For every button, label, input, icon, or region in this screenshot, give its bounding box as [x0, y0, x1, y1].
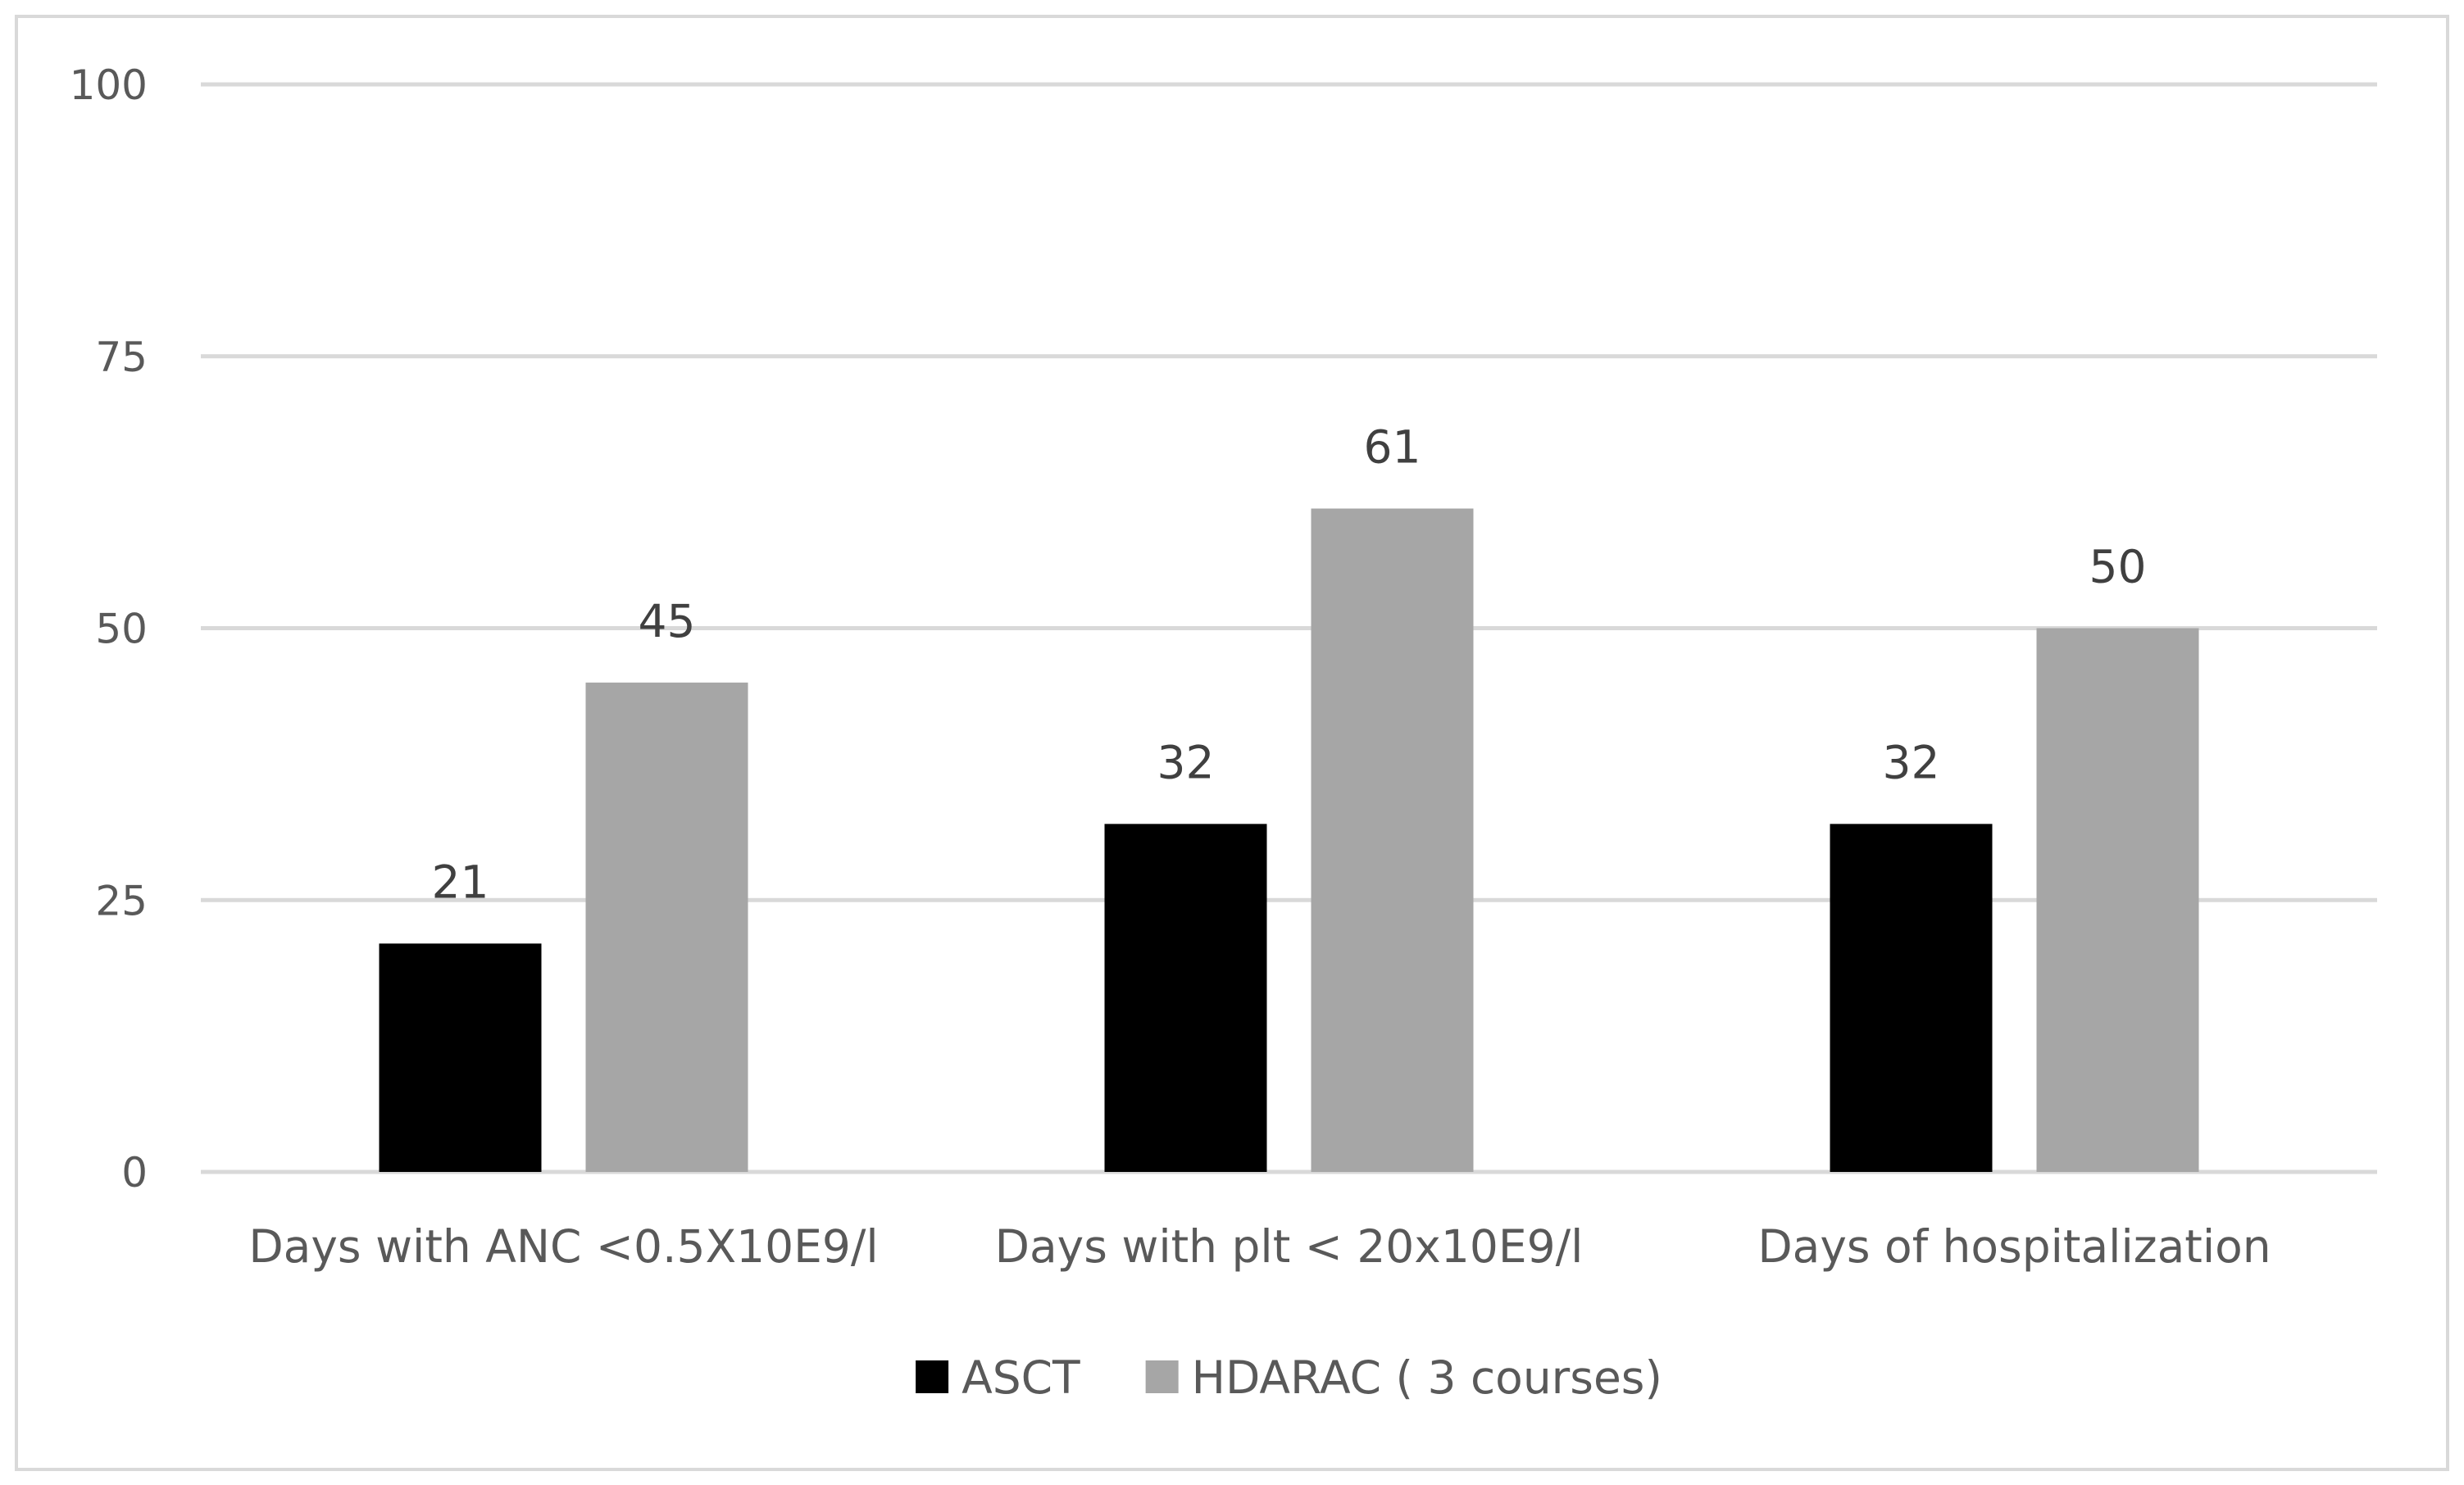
x-category-label: Days with plt < 20x10E9/l	[995, 1220, 1584, 1273]
legend-swatch-asct	[916, 1360, 949, 1393]
bar-hdarac	[1311, 508, 1474, 1172]
bar-asct	[379, 943, 542, 1172]
data-label: 32	[1883, 736, 1940, 788]
bars	[379, 508, 2199, 1172]
x-category-label: Days with ANC <0.5X10E9/l	[248, 1220, 878, 1273]
y-tick-label: 100	[70, 61, 148, 109]
data-labels: 21 45 32 61 32 50	[432, 421, 2147, 909]
bar-hdarac	[2036, 628, 2199, 1172]
gridlines	[201, 82, 2377, 1174]
bar-asct	[1830, 824, 1993, 1172]
data-label: 32	[1157, 736, 1215, 788]
data-label: 21	[432, 856, 489, 908]
y-tick-label: 50	[95, 606, 148, 653]
x-category-label: Days of hospitalization	[1757, 1220, 2271, 1273]
y-tick-label: 0	[121, 1149, 148, 1197]
legend-label-asct: ASCT	[962, 1351, 1080, 1404]
data-label: 45	[639, 595, 696, 647]
y-tick-label: 25	[95, 877, 148, 924]
legend: ASCT HDARAC ( 3 courses)	[916, 1351, 1662, 1404]
data-label: 61	[1364, 421, 1421, 474]
bar-asct	[1104, 824, 1267, 1172]
bar-hdarac	[585, 682, 748, 1172]
legend-swatch-hdarac	[1145, 1360, 1179, 1393]
data-label: 50	[2089, 541, 2147, 593]
y-tick-label: 75	[95, 334, 148, 381]
x-axis-labels: Days with ANC <0.5X10E9/l Days with plt <…	[248, 1220, 2271, 1273]
legend-label-hdarac: HDARAC ( 3 courses)	[1192, 1351, 1662, 1404]
y-axis-labels: 0 25 50 75 100	[70, 61, 148, 1197]
